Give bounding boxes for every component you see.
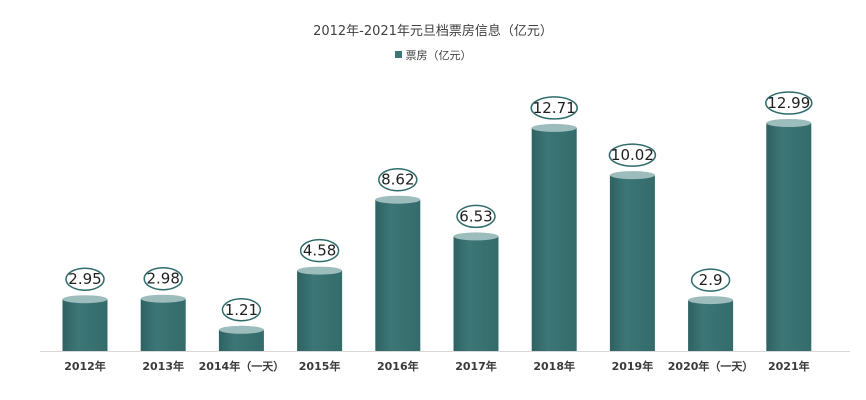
- data-label-ring-8: [608, 143, 657, 167]
- data-label-1: 2.95: [68, 270, 101, 288]
- bar-top-8: [609, 171, 655, 180]
- legend-label: 票房（亿元）: [405, 49, 472, 62]
- x-tick-label-4: 2015年: [299, 359, 341, 373]
- bar-top-6: [453, 232, 499, 241]
- bar-top-7: [531, 123, 577, 132]
- bar-3: [218, 329, 264, 351]
- data-label-ring-3: [221, 298, 262, 322]
- data-label-ring-7: [530, 96, 578, 120]
- data-label-2: 2.98: [146, 270, 179, 288]
- data-label-5: 8.62: [381, 171, 414, 189]
- data-label-8: 10.02: [611, 146, 654, 164]
- bar-6: [453, 236, 499, 351]
- x-tick-label-1: 2012年: [64, 359, 106, 373]
- bar-top-10: [766, 119, 812, 127]
- data-label-ring-10: [765, 91, 813, 115]
- data-label-6: 6.53: [459, 207, 492, 225]
- x-tick-label-5: 2016年: [377, 359, 419, 373]
- bar-top-9: [688, 296, 734, 305]
- bar-9: [688, 300, 734, 351]
- bar-1: [62, 299, 108, 351]
- bar-8: [609, 175, 655, 351]
- x-tick-label-8: 2019年: [612, 359, 654, 373]
- bar-top-5: [375, 195, 421, 204]
- x-tick-label-10: 2021年: [768, 359, 810, 373]
- x-tick-label-6: 2017年: [455, 359, 497, 373]
- data-label-ring-6: [456, 204, 496, 229]
- x-tick-label-2: 2013年: [142, 359, 184, 373]
- bar-top-2: [140, 294, 186, 303]
- x-tick-label-3: 2014年（一天）: [199, 359, 285, 373]
- x-tick-label-7: 2018年: [533, 359, 575, 373]
- data-label-ring-2: [143, 266, 183, 291]
- legend-swatch: [394, 51, 402, 58]
- data-label-ring-4: [299, 238, 340, 263]
- chart-title: 2012年-2021年元旦档票房信息（亿元）: [313, 24, 553, 39]
- data-label-ring-9: [690, 268, 731, 292]
- data-label-ring-1: [65, 267, 105, 291]
- data-label-ring-5: [378, 167, 418, 192]
- bar-top-1: [62, 295, 108, 304]
- bar-4: [297, 270, 343, 351]
- bar-top-3: [218, 325, 264, 334]
- bar-top-4: [297, 266, 343, 275]
- bar-7: [531, 127, 577, 351]
- data-label-10: 12.99: [767, 94, 810, 112]
- x-tick-label-9: 2020年（一天）: [668, 359, 754, 373]
- data-label-7: 12.71: [533, 99, 576, 117]
- data-label-3: 1.21: [225, 301, 258, 319]
- data-label-4: 4.58: [303, 242, 336, 260]
- data-label-9: 2.9: [699, 271, 723, 289]
- bar-5: [375, 199, 421, 351]
- bar-2: [140, 298, 186, 351]
- legend: 票房（亿元）: [0, 47, 866, 63]
- bar-10: [766, 123, 812, 351]
